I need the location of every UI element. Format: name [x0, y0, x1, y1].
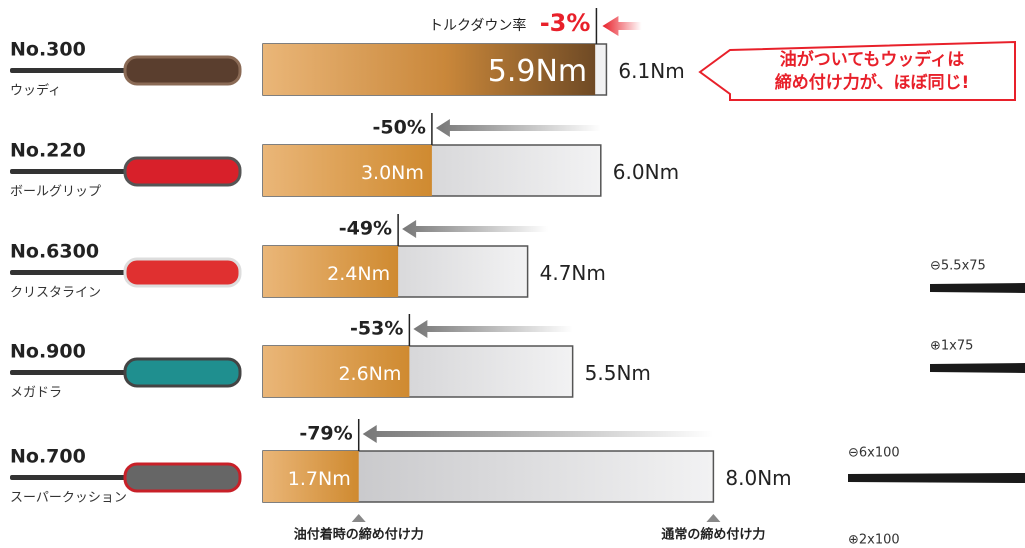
normal-value-label: 4.7Nm: [540, 261, 606, 285]
oil-value-label: 2.6Nm: [338, 363, 401, 385]
legend-marker: [352, 514, 366, 522]
model-subname: メガドラ: [10, 386, 62, 401]
reduction-value: -49%: [339, 218, 392, 240]
oil-value-label: 2.4Nm: [327, 263, 390, 285]
reduction-arrow: [602, 16, 641, 36]
model-name: No.700: [10, 446, 86, 468]
reduction-arrow: [436, 119, 601, 137]
normal-value-label: 5.5Nm: [585, 361, 651, 385]
screwdriver-shaft: [10, 68, 140, 73]
reduction-arrow: [413, 320, 572, 338]
screwdriver-handle: [125, 359, 240, 386]
chart: 油がついてもウッディは 締め付け力が、ほぼ同じ! No.300 ウッディ 6.1Nm…: [0, 0, 1025, 544]
screwdriver-handle: [125, 158, 240, 185]
screwdriver-handle: [125, 57, 240, 84]
model-subname: クリスタライン: [10, 286, 101, 301]
bit-label: ⊖5.5x75: [930, 259, 986, 274]
screwdriver-shaft: [10, 370, 140, 375]
normal-value-label: 8.0Nm: [725, 466, 791, 490]
model-subname: ボールグリップ: [10, 185, 101, 200]
screwdriver-shaft: [10, 169, 140, 174]
bit-shape: [930, 283, 1025, 293]
bit-label: ⊕1x75: [930, 339, 973, 354]
reduction-value: -53%: [350, 318, 403, 340]
bit-shape: [930, 363, 1025, 373]
bit-label: ⊕2x100: [848, 533, 900, 545]
model-name: No.900: [10, 341, 86, 363]
legend-label: 油付着時の締め付け力: [294, 527, 424, 543]
oil-value-label: 3.0Nm: [361, 162, 424, 184]
screwdriver-shaft: [10, 270, 140, 275]
reduction-arrow: [402, 220, 548, 238]
model-subname: ウッディ: [10, 83, 61, 99]
model-name: No.6300: [10, 241, 99, 263]
model-name: No.220: [10, 140, 86, 162]
oil-value-label: 5.9Nm: [488, 54, 587, 89]
legend-label: 通常の締め付け力: [661, 527, 765, 543]
model-subname: スーパークッション: [10, 491, 127, 506]
reduction-value: -79%: [299, 423, 352, 445]
legend-marker: [706, 514, 720, 522]
callout-text: 油がついてもウッディは: [780, 49, 964, 70]
bit-label: ⊖6x100: [848, 446, 900, 461]
normal-value-label: 6.1Nm: [618, 59, 684, 83]
screwdriver-shaft: [10, 475, 140, 480]
reduction-title: トルクダウン率: [429, 17, 526, 34]
callout-text: 締め付け力が、ほぼ同じ!: [775, 72, 969, 93]
normal-value-label: 6.0Nm: [613, 160, 679, 184]
screwdriver-handle: [125, 259, 240, 286]
reduction-value: -50%: [373, 117, 426, 139]
reduction-value: -3%: [540, 9, 591, 37]
screwdriver-handle: [125, 464, 240, 491]
reduction-arrow: [363, 425, 714, 443]
bit-shape: [848, 473, 1025, 483]
oil-value-label: 1.7Nm: [288, 468, 351, 490]
model-name: No.300: [10, 39, 86, 61]
